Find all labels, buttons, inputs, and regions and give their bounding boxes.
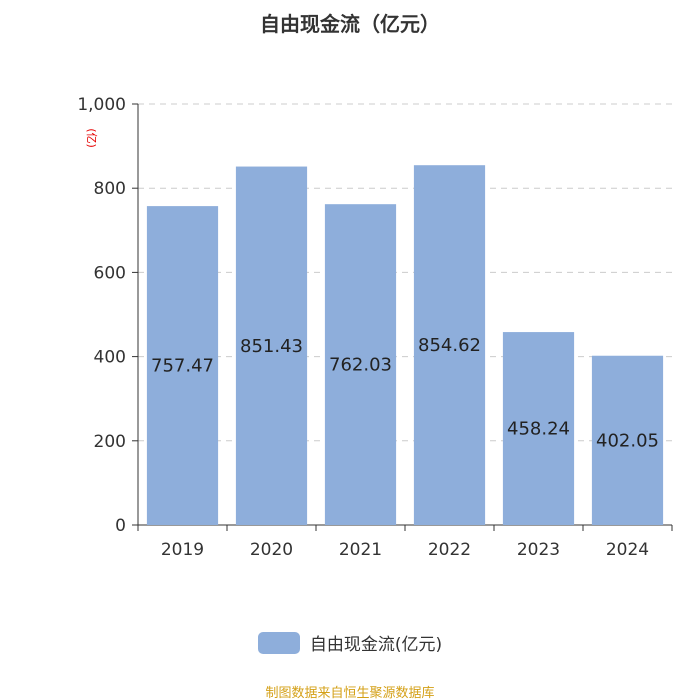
y-tick-label: 0 — [115, 516, 126, 536]
x-tick-label-2023: 2023 — [517, 540, 560, 560]
bar-2022 — [413, 165, 486, 525]
data-label-2024: 402.05 — [596, 430, 659, 451]
bar-2019 — [146, 206, 219, 525]
chart-title: 自由现金流（亿元） — [260, 12, 440, 36]
x-tick-label-2019: 2019 — [161, 540, 204, 560]
legend-label: 自由现金流(亿元) — [309, 635, 443, 655]
y-tick-label: 400 — [94, 348, 126, 368]
data-label-2021: 762.03 — [329, 355, 392, 376]
bar-2021 — [324, 204, 397, 525]
data-label-2020: 851.43 — [240, 336, 303, 357]
y-tick-label: 1,000 — [77, 95, 126, 115]
data-label-2022: 854.62 — [418, 335, 481, 356]
y-tick-label: 200 — [94, 432, 126, 452]
x-tick-label-2021: 2021 — [339, 540, 382, 560]
data-label-2019: 757.47 — [151, 356, 214, 377]
y-tick-label: 600 — [94, 263, 126, 283]
bar-2023 — [502, 332, 575, 525]
x-tick-label-2020: 2020 — [250, 540, 293, 560]
bar-2020 — [235, 166, 308, 525]
data-label-2023: 458.24 — [507, 419, 570, 440]
legend[interactable]: 自由现金流(亿元) — [0, 630, 700, 655]
y-axis-label: (亿) — [85, 128, 98, 148]
legend-swatch — [257, 631, 300, 654]
x-tick-label-2024: 2024 — [606, 540, 649, 560]
x-tick-label-2022: 2022 — [428, 540, 471, 560]
y-tick-label: 800 — [94, 179, 126, 199]
bar-2024 — [591, 355, 664, 525]
source-note: 制图数据来自恒生聚源数据库 — [265, 686, 435, 700]
